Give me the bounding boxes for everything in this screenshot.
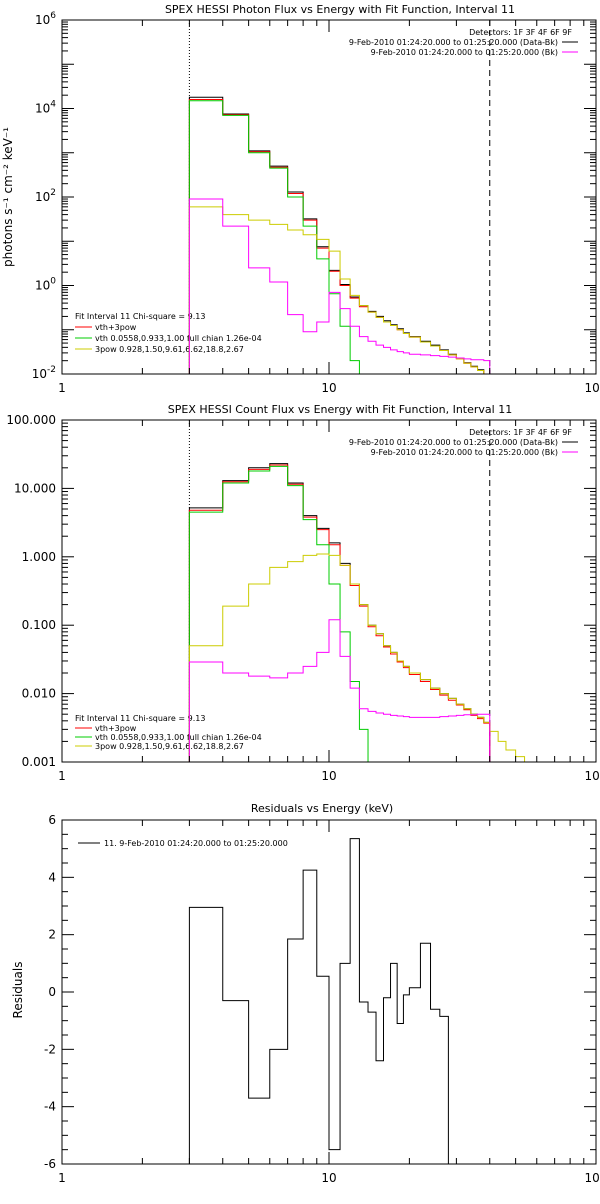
x-tick-label: 100 <box>585 381 600 395</box>
y-tick-label: 100.000 <box>6 413 56 427</box>
x-tick-label: 100 <box>585 769 600 783</box>
y-tick-label: -2 <box>44 1042 56 1056</box>
plot-frame <box>61 419 597 763</box>
count-detectors-label: Detectors: 1F 3F 4F 6F 9F <box>469 428 572 437</box>
y-tick-label: -4 <box>44 1100 56 1114</box>
y-tick-label: 0.001 <box>22 755 56 769</box>
photon-flux-ylabel: photons s⁻¹ cm⁻² keV⁻¹ <box>1 127 15 267</box>
photon-data-bk-label: 9-Feb-2010 01:24:20.000 to 01:25:20.000 … <box>349 38 558 47</box>
x-tick-label: 10 <box>321 1171 336 1185</box>
x-tick-label: 1 <box>58 381 66 395</box>
series-vth-3pow <box>188 464 491 762</box>
series-bk <box>188 198 491 374</box>
y-tick-label: 102 <box>35 188 56 204</box>
count-legend-vth: vth 0.0558,0.933,1.00 full chian 1.26e-0… <box>95 733 262 742</box>
series-vth <box>188 100 360 374</box>
x-tick-label: 100 <box>585 1171 600 1185</box>
series-vth <box>188 465 369 762</box>
y-tick-label: 0.100 <box>22 618 56 632</box>
y-tick-label: 10-2 <box>32 365 56 381</box>
residuals-title: Residuals vs Energy (keV) <box>251 802 393 815</box>
photon-fit-interval-label: Fit Interval 11 Chi-square = 9.13 <box>75 312 205 321</box>
count-bk-label: 9-Feb-2010 01:24:20.000 to 01:25:20.000 … <box>371 448 558 457</box>
y-tick-label: 1.000 <box>22 550 56 564</box>
y-tick-label: 6 <box>48 813 56 827</box>
count-data-bk-label: 9-Feb-2010 01:24:20.000 to 01:25:20.000 … <box>349 438 558 447</box>
series-3pow <box>188 553 526 762</box>
residuals-ylabel: Residuals <box>11 962 25 1019</box>
y-tick-label: -6 <box>44 1157 56 1171</box>
photon-bk-label: 9-Feb-2010 01:24:20.000 to 01:25:20.000 … <box>371 48 558 57</box>
x-tick-label: 1 <box>58 769 66 783</box>
photon-flux-panel: SPEX HESSI Photon Flux vs Energy with Fi… <box>1 3 600 395</box>
y-tick-label: 4 <box>48 870 56 884</box>
x-tick-label: 1 <box>58 1171 66 1185</box>
y-tick-label: 0 <box>48 985 56 999</box>
residuals-panel: Residuals vs Energy (keV) Residuals 11. … <box>11 802 600 1185</box>
photon-detectors-label: Detectors: 1F 3F 4F 6F 9F <box>469 28 572 37</box>
count-legend-3pow: 3pow 0.928,1.50,9.61,6.62,18.8,2.67 <box>95 742 244 751</box>
y-tick-label: 100 <box>35 277 56 293</box>
photon-legend-vth3pow: vth+3pow <box>95 323 137 332</box>
count-flux-panel: SPEX HESSI Count Flux vs Energy with Fit… <box>6 403 600 783</box>
count-flux-title: SPEX HESSI Count Flux vs Energy with Fit… <box>168 403 512 416</box>
photon-legend-3pow: 3pow 0.928,1.50,9.61,6.62,18.8,2.67 <box>95 345 244 354</box>
series-bk <box>188 619 491 762</box>
series-11- <box>188 838 449 1164</box>
photon-flux-title: SPEX HESSI Photon Flux vs Energy with Fi… <box>165 3 515 16</box>
x-tick-label: 10 <box>321 769 336 783</box>
residuals-legend-label: 11. 9-Feb-2010 01:24:20.000 to 01:25:20.… <box>104 839 288 848</box>
series-3pow <box>188 206 491 374</box>
y-tick-label: 104 <box>35 100 56 116</box>
y-tick-label: 0.010 <box>22 687 56 701</box>
x-tick-label: 10 <box>321 381 336 395</box>
y-tick-label: 106 <box>35 11 56 27</box>
y-tick-label: 10.000 <box>14 481 56 495</box>
count-fit-interval-label: Fit Interval 11 Chi-square = 9.13 <box>75 714 205 723</box>
count-legend-vth3pow: vth+3pow <box>95 724 137 733</box>
photon-legend-vth: vth 0.0558,0.933,1.00 full chian 1.26e-0… <box>95 334 262 343</box>
y-tick-label: 2 <box>48 928 56 942</box>
